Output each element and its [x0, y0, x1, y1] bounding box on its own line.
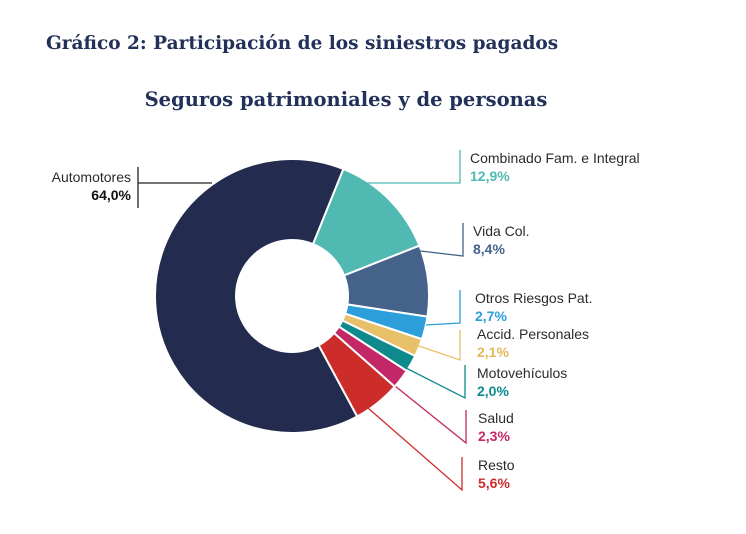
slice-label-combinado-fam-e-integral: Combinado Fam. e Integral: [470, 150, 640, 166]
chart-title: Seguros patrimoniales y de personas: [144, 88, 548, 111]
leader-line-salud: [394, 385, 467, 445]
slice-value-motovehiculos: 2,0%: [477, 383, 509, 399]
slice-label-accid-personales: Accid. Personales: [477, 326, 589, 342]
slice-value-combinado-fam-e-integral: 12,9%: [470, 168, 510, 184]
slice-value-salud: 2,3%: [478, 428, 510, 444]
leader-line-vida-col: [411, 223, 464, 257]
slice-label-vida-col: Vida Col.: [473, 223, 530, 239]
slice-automotores: [154, 158, 359, 434]
slice-label-automotores: Automotores: [52, 169, 131, 185]
slice-value-automotores: 64,0%: [91, 187, 131, 203]
slice-label-motovehiculos: Motovehículos: [477, 365, 567, 381]
slice-value-otros-riesgos-pat: 2,7%: [475, 308, 507, 324]
slice-value-resto: 5,6%: [478, 475, 510, 491]
leader-line-accid-personales: [415, 330, 461, 361]
slice-label-otros-riesgos-pat: Otros Riesgos Pat.: [475, 290, 593, 306]
figure-title: Gráfico 2: Participación de los siniestr…: [46, 33, 559, 54]
leader-line-resto: [367, 407, 463, 492]
slice-value-vida-col: 8,4%: [473, 241, 505, 257]
leader-line-motovehiculos: [405, 365, 466, 400]
slice-label-resto: Resto: [478, 457, 515, 473]
slice-value-accid-personales: 2,1%: [477, 344, 509, 360]
slice-label-salud: Salud: [478, 410, 514, 426]
leader-line-combinado-fam-e-integral: [362, 150, 461, 184]
leader-line-otros-riesgos-pat: [425, 290, 461, 326]
